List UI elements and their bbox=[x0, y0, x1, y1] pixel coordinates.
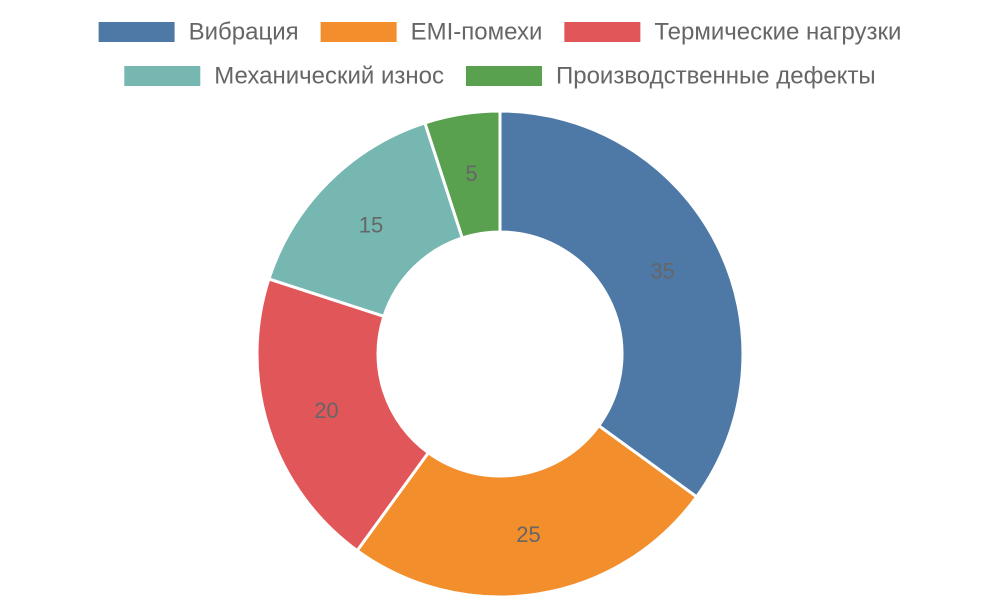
legend-label-series-4: Механический износ bbox=[214, 63, 444, 90]
data-label-series-1: 35 bbox=[650, 259, 674, 284]
legend-label-series-2: EMI-помехи bbox=[411, 19, 543, 46]
legend-swatch-series-2 bbox=[320, 22, 397, 42]
legend-label-series-3: Термические нагрузки bbox=[654, 19, 901, 46]
legend-label-series-5: Производственные дефекты bbox=[556, 63, 876, 90]
legend-item-series-3[interactable]: Термические нагрузки bbox=[564, 19, 901, 46]
legend-swatch-series-5 bbox=[465, 66, 542, 86]
data-label-series-3: 20 bbox=[314, 398, 338, 423]
legend-item-series-1[interactable]: Вибрация bbox=[98, 19, 299, 46]
legend-swatch-series-3 bbox=[564, 22, 641, 42]
legend-label-series-1: Вибрация bbox=[189, 19, 299, 46]
slice-series-3[interactable] bbox=[255, 277, 430, 553]
slice-series-1[interactable] bbox=[498, 109, 745, 499]
chart-data-labels: 35 25 20 15 5 bbox=[314, 161, 675, 547]
data-label-series-5: 5 bbox=[465, 161, 477, 186]
data-label-series-4: 15 bbox=[359, 212, 383, 237]
legend-item-series-5[interactable]: Производственные дефекты bbox=[465, 63, 876, 90]
chart-legend: Вибрация EMI-помехи Термические нагрузки Ме… bbox=[98, 19, 901, 90]
legend-swatch-series-1 bbox=[98, 22, 175, 42]
slice-series-5[interactable] bbox=[423, 109, 502, 240]
slice-series-2[interactable] bbox=[355, 424, 699, 599]
legend-item-series-2[interactable]: EMI-помехи bbox=[320, 19, 543, 46]
legend-swatch-series-4 bbox=[124, 66, 201, 86]
data-label-series-2: 25 bbox=[516, 522, 540, 547]
chart-slices bbox=[255, 109, 745, 599]
legend-item-series-4[interactable]: Механический износ bbox=[124, 63, 444, 90]
slice-series-4[interactable] bbox=[267, 121, 464, 318]
